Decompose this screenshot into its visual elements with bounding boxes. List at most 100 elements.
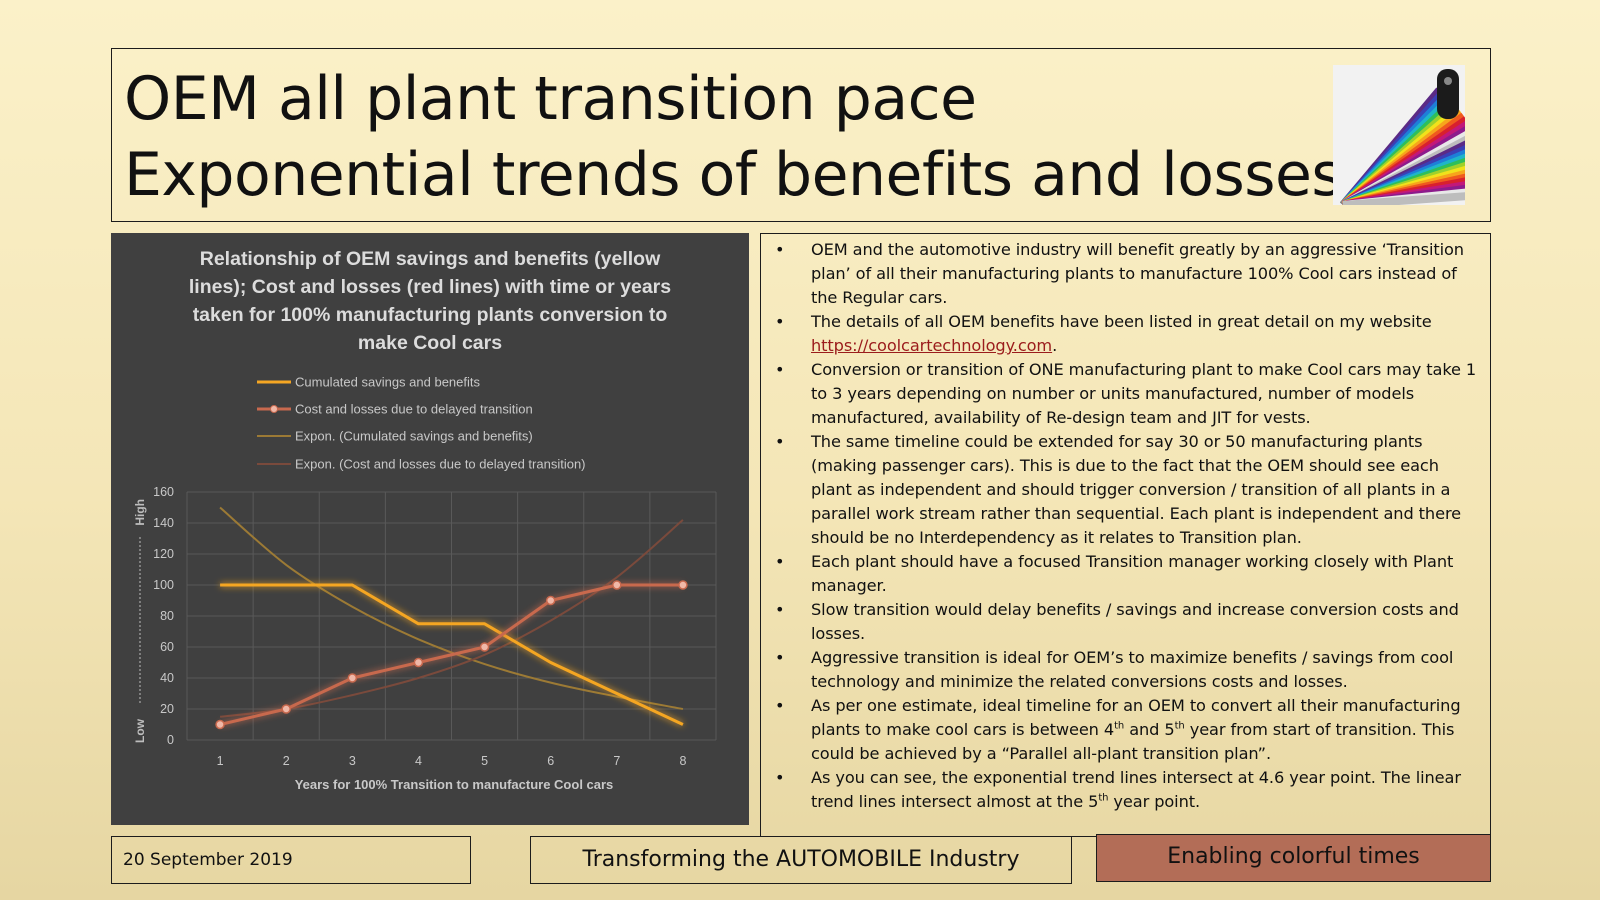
x-axis-ticks: 1 2 3 4 5 6 7 8 (217, 754, 687, 768)
y-axis-ticks: 0 20 40 60 80 100 120 140 160 (153, 485, 174, 747)
bullet-marker: • (775, 600, 785, 619)
y-tick-label: 20 (160, 702, 174, 716)
bullet-text: Conversion or transition of ONE manufact… (811, 360, 1477, 427)
chart-panel: Relationship of OEM savings and benefits… (111, 233, 749, 825)
bullet-item: • The details of all OEM benefits have be… (773, 310, 1478, 358)
bullet-text: Aggressive transition is ideal for OEM’s… (811, 648, 1454, 691)
y-axis-label-low: Low (133, 718, 147, 743)
y-tick-label: 0 (167, 733, 174, 747)
bullet-text: As per one estimate, ideal timeline for … (811, 696, 1461, 739)
x-tick-label: 2 (283, 754, 290, 768)
line-chart: Relationship of OEM savings and benefits… (133, 248, 717, 792)
bullet-text: Slow transition would delay benefits / s… (811, 600, 1459, 643)
bullet-marker: • (775, 432, 785, 451)
bullet-text-box: • OEM and the automotive industry will be… (760, 233, 1491, 837)
x-tick-label: 5 (481, 754, 488, 768)
legend-item-4: Expon. (Cost and losses due to delayed t… (257, 457, 586, 472)
bullet-text: year from start of transition. This coul… (811, 720, 1455, 763)
series-line-2 (219, 583, 683, 726)
y-tick-label: 40 (160, 671, 174, 685)
footer-date: 20 September 2019 (123, 850, 293, 870)
ordinal-suffix: th (1174, 720, 1185, 732)
ordinal-suffix: th (1114, 720, 1125, 732)
y-tick-label: 80 (160, 609, 174, 623)
slide-title-line-1: OEM all plant transition pace (124, 64, 977, 134)
y-tick-label: 100 (153, 578, 174, 592)
chart-legend: Cumulated savings and benefits Cost and l… (257, 375, 586, 472)
y-tick-label: 120 (153, 547, 174, 561)
data-point (545, 595, 556, 606)
bullet-item: • Aggressive transition is ideal for OEM’… (773, 646, 1478, 694)
y-tick-label: 140 (153, 516, 174, 530)
bullet-item: • The same timeline could be extended for… (773, 430, 1478, 550)
bullet-marker: • (775, 648, 785, 667)
bullet-item: • Each plant should have a focused Transi… (773, 550, 1478, 598)
bullet-marker: • (775, 696, 785, 715)
data-point (413, 657, 424, 668)
legend-label: Expon. (Cumulated savings and benefits) (295, 429, 533, 444)
bullet-item: • As you can see, the exponential trend l… (773, 766, 1478, 814)
bullet-text: The same timeline could be extended for … (811, 432, 1461, 547)
chart-title-line: Relationship of OEM savings and benefits… (200, 248, 661, 270)
bullet-text: . (1052, 336, 1058, 355)
x-tick-label: 8 (679, 754, 686, 768)
bullet-item: • OEM and the automotive industry will be… (773, 238, 1478, 310)
website-link[interactable]: https://coolcartechnology.com (811, 336, 1053, 355)
y-tick-label: 60 (160, 640, 174, 654)
bullet-marker: • (775, 552, 785, 571)
bullet-text: As you can see, the exponential trend li… (811, 768, 1461, 811)
chart-title-line: taken for 100% manufacturing plants conv… (193, 304, 668, 326)
chart-title-line: lines); Cost and losses (red lines) with… (189, 276, 671, 298)
slide-title-line-2: Exponential trends of benefits and losse… (124, 140, 1343, 210)
title-box: OEM all plant transition pace Exponentia… (111, 48, 1491, 222)
legend-label: Expon. (Cost and losses due to delayed t… (295, 457, 586, 472)
data-point (347, 673, 358, 683)
footer-slogan-box: Enabling colorful times (1096, 834, 1491, 882)
x-axis-label: Years for 100% Transition to manufacture… (295, 777, 614, 792)
legend-label: Cumulated savings and benefits (295, 375, 481, 390)
y-axis-label-high: High (133, 499, 147, 526)
bullet-text: and 5 (1124, 720, 1175, 739)
data-point (215, 719, 225, 730)
footer-date-box: 20 September 2019 (111, 836, 471, 884)
data-point (612, 580, 622, 590)
legend-item-1: Cumulated savings and benefits (257, 375, 481, 390)
bullet-item: • Slow transition would delay benefits / … (773, 598, 1478, 646)
bullet-marker: • (775, 312, 785, 331)
data-point (281, 704, 291, 714)
legend-marker (270, 405, 278, 413)
x-tick-label: 4 (415, 754, 422, 768)
bullet-text: year point. (1108, 792, 1201, 811)
x-tick-label: 6 (547, 754, 554, 768)
bullet-text: OEM and the automotive industry will ben… (811, 240, 1464, 307)
bullet-marker: • (775, 768, 785, 787)
chart-title-line: make Cool cars (358, 332, 502, 354)
bullet-text: Each plant should have a focused Transit… (811, 552, 1454, 595)
data-point (479, 642, 490, 652)
data-point (678, 580, 688, 590)
bullet-item: • As per one estimate, ideal timeline for… (773, 694, 1478, 766)
x-tick-label: 1 (217, 754, 224, 768)
color-swatch-fan-image (1333, 65, 1465, 205)
chart-title: Relationship of OEM savings and benefits… (189, 248, 671, 354)
series-line-3 (219, 506, 684, 710)
bullet-item: • Conversion or transition of ONE manufac… (773, 358, 1478, 430)
legend-item-3: Expon. (Cumulated savings and benefits) (257, 429, 533, 444)
bullet-marker: • (775, 240, 785, 259)
footer-tagline: Transforming the AUTOMOBILE Industry (582, 847, 1020, 872)
series-line-4 (219, 519, 684, 718)
color-strip (1342, 190, 1465, 205)
bullet-text: The details of all OEM benefits have bee… (811, 312, 1432, 331)
bullet-list: • OEM and the automotive industry will be… (773, 238, 1478, 814)
legend-label: Cost and losses due to delayed transitio… (295, 402, 533, 417)
series-line-1 (220, 583, 684, 726)
chart-series (215, 506, 688, 730)
footer-slogan: Enabling colorful times (1167, 844, 1420, 869)
legend-item-2: Cost and losses due to delayed transitio… (257, 402, 533, 417)
x-tick-label: 3 (349, 754, 356, 768)
ordinal-suffix: th (1098, 792, 1109, 804)
bullet-marker: • (775, 360, 785, 379)
y-tick-label: 160 (153, 485, 174, 499)
footer-tagline-box: Transforming the AUTOMOBILE Industry (530, 836, 1072, 884)
x-tick-label: 7 (613, 754, 620, 768)
